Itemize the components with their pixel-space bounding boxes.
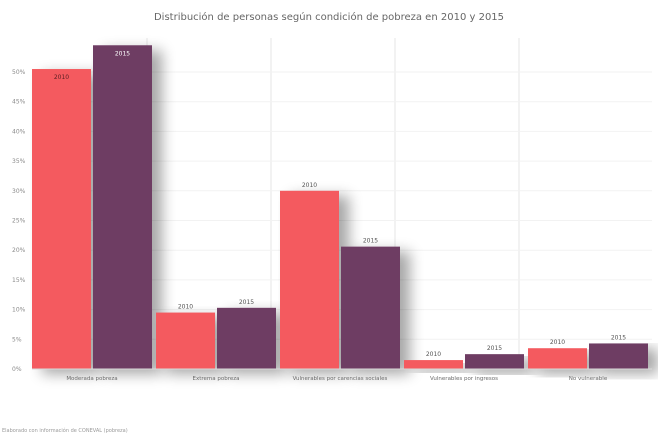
chart-title: Distribución de personas según condición…: [153, 12, 505, 23]
source-note: Elaborado con información de CONEVAL (po…: [2, 428, 128, 434]
y-tick-label: 45%: [12, 99, 26, 106]
data-label: 2015: [363, 238, 378, 245]
bar-2010: [156, 312, 215, 369]
y-tick-label: 25%: [12, 218, 26, 225]
x-tick-label: No vulnerable: [569, 376, 608, 382]
data-label: 2010: [302, 182, 317, 189]
x-tick-label: Moderada pobreza: [66, 376, 117, 382]
bar-2010: [32, 69, 91, 369]
x-axis: Moderada pobreza Extrema pobreza Vulnerabl…: [32, 368, 652, 382]
y-tick-label: 0%: [12, 366, 22, 373]
bars: 2010 2015 2010 2015 2010 2015 2010 2015 2010 2015: [32, 45, 648, 370]
y-axis: 0% 5% 10% 15% 20% 25% 30% 35% 40% 45% 50%: [12, 69, 26, 373]
x-tick-label: Vulnerables por carencias sociales: [293, 376, 388, 382]
y-tick-label: 35%: [12, 158, 26, 165]
bar-2015: [465, 354, 524, 369]
data-label: 2015: [487, 345, 502, 352]
y-tick-label: 15%: [12, 277, 26, 284]
bar-2010: [280, 190, 339, 369]
y-tick-label: 5%: [12, 336, 22, 343]
data-label: 2010: [54, 74, 69, 81]
bar-2015: [217, 307, 276, 369]
bar-2010: [528, 348, 587, 369]
y-tick-label: 50%: [12, 69, 26, 76]
data-label: 2015: [115, 50, 130, 57]
bar-2015: [589, 343, 648, 369]
x-tick-label: Extrema pobreza: [192, 376, 239, 382]
y-tick-label: 30%: [12, 188, 26, 195]
data-label: 2010: [426, 351, 441, 358]
x-tick-label: Vulnerables por ingresos: [430, 376, 498, 382]
bar-chart: 0% 5% 10% 15% 20% 25% 30% 35% 40% 45% 50% 2010 2015…: [12, 38, 652, 382]
data-label: 2015: [239, 299, 254, 306]
bar-2015: [93, 45, 152, 370]
data-label: 2015: [611, 334, 626, 341]
bar-2015: [341, 246, 400, 369]
y-tick-label: 20%: [12, 247, 26, 254]
bar-2010: [404, 360, 463, 369]
data-label: 2010: [178, 304, 193, 311]
data-label: 2010: [550, 339, 565, 346]
y-tick-label: 40%: [12, 128, 26, 135]
y-tick-label: 10%: [12, 307, 26, 314]
